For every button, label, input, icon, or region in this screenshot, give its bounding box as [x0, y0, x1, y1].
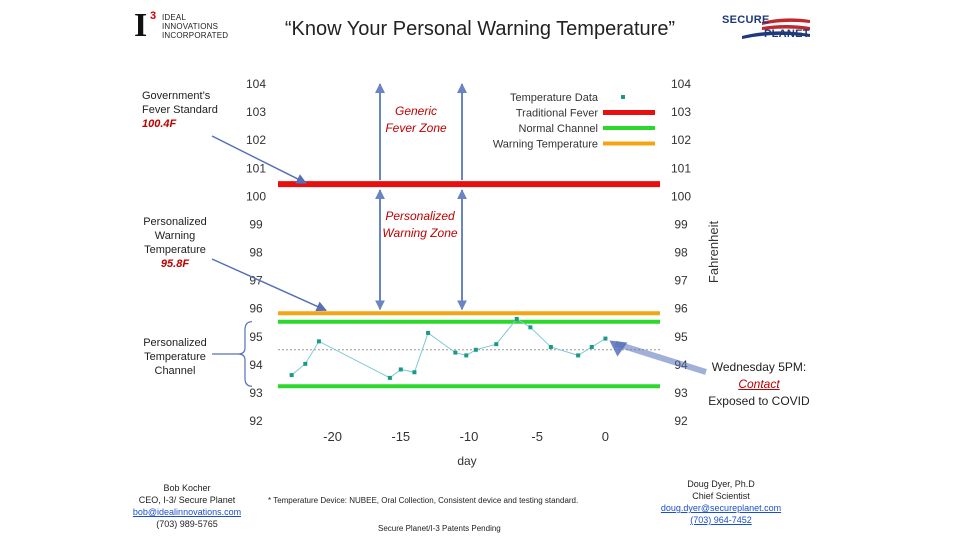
y-tick-label-left: 100 — [246, 189, 266, 203]
temperature-data-point — [589, 344, 594, 349]
y-tick-label-right: 103 — [671, 105, 691, 119]
legend-label: Warning Temperature — [493, 139, 598, 151]
gov-standard-pointer-arrow — [211, 135, 307, 184]
temperature-data-point — [398, 367, 403, 372]
generic-fever-zone-label: Generic Fever Zone — [385, 104, 447, 135]
y-tick-label-right: 104 — [671, 77, 691, 91]
y-tick-label-right: 97 — [674, 274, 688, 288]
event-line-3: Exposed to COVID — [708, 394, 810, 408]
i3-logo-word-2: INNOVATIONS — [162, 22, 219, 31]
footer-right-contact: Doug Dyer, Ph.D Chief Scientist doug.dye… — [650, 478, 792, 526]
footer-left-email-link[interactable]: bob@idealinnovations.com — [132, 507, 242, 517]
temperature-data-point — [289, 373, 294, 378]
temperature-data-point — [494, 342, 499, 347]
legend-label: Traditional Fever — [516, 108, 598, 120]
temperature-data-point — [473, 347, 478, 352]
page-title: “Know Your Personal Warning Temperature” — [284, 18, 676, 40]
y-tick-label-left: 103 — [246, 105, 266, 119]
event-pointer-head — [609, 340, 628, 357]
pwt-label: Personalized Warning Temperature 95.8F — [138, 215, 212, 271]
y-tick-label-left: 98 — [249, 246, 263, 260]
event-line-1: Wednesday 5PM: — [711, 360, 807, 374]
footer-left-name: Bob Kocher — [163, 483, 211, 493]
temperature-data-point — [303, 361, 308, 366]
y-tick-label-left: 104 — [246, 77, 266, 91]
y-tick-label-right: 99 — [674, 217, 688, 231]
footer-left-contact: Bob Kocher CEO, I-3/ Secure Planet bob@i… — [122, 482, 252, 530]
secure-planet-logo: SECURE PLANET — [722, 14, 812, 44]
y-tick-label-right: 101 — [671, 161, 691, 175]
y-tick-label-left: 93 — [249, 386, 263, 400]
patents-note: Secure Planet/I-3 Patents Pending — [378, 524, 501, 533]
temperature-data-point — [464, 353, 469, 358]
i3-logo: I 3 IDEAL INNOVATIONS INCORPORATED — [134, 8, 254, 46]
y-tick-label-right: 92 — [674, 414, 688, 428]
temperature-data-point — [412, 370, 417, 375]
event-annotation: Wednesday 5PM: Contact Exposed to COVID — [700, 359, 818, 410]
device-footnote: * Temperature Device: NUBEE, Oral Collec… — [268, 496, 579, 505]
footer-left-phone: (703) 989-5765 — [156, 519, 218, 529]
footer-right-role: Chief Scientist — [692, 491, 750, 501]
y-tick-label-right: 102 — [671, 133, 691, 147]
y-tick-label-left: 95 — [249, 330, 263, 344]
temperature-data-line — [291, 318, 606, 379]
y-tick-label-left: 96 — [249, 302, 263, 316]
y-tick-label-left: 94 — [249, 358, 263, 372]
y-tick-label-left: 92 — [249, 414, 263, 428]
temperature-data-point — [316, 339, 321, 344]
pwt-title: Personalized Warning Temperature — [143, 216, 207, 256]
legend-label: Temperature Data — [510, 92, 599, 104]
gov-standard-title: Government’s Fever Standard — [142, 90, 218, 116]
secure-planet-logo-word-2: PLANET — [764, 28, 810, 40]
pwt-value: 95.8F — [160, 258, 190, 270]
y-axis-label: Fahrenheit — [706, 221, 721, 284]
event-pointer-shaft — [614, 340, 707, 375]
temperature-data-point — [528, 325, 533, 330]
footer-right-phone-link[interactable]: (703) 964-7452 — [690, 515, 752, 525]
x-tick-label: -20 — [323, 429, 342, 444]
temperature-data-point — [453, 350, 458, 355]
y-tick-label-right: 98 — [674, 246, 688, 260]
i3-logo-mark: I — [134, 7, 148, 44]
x-tick-label: -10 — [460, 429, 479, 444]
i3-logo-word-1: IDEAL — [162, 13, 187, 22]
x-axis-label: day — [457, 454, 476, 468]
temperature-data-point — [576, 353, 581, 358]
pwt-pointer-arrow — [211, 258, 327, 312]
temperature-data-point — [603, 336, 608, 341]
temperature-data-point — [426, 330, 431, 335]
temperature-data-point — [387, 375, 392, 380]
y-tick-label-right: 93 — [674, 386, 688, 400]
secure-planet-logo-swoosh — [742, 18, 810, 39]
footer-left-role: CEO, I-3/ Secure Planet — [138, 495, 236, 505]
y-tick-label-left: 99 — [249, 217, 263, 231]
x-tick-label: -15 — [391, 429, 410, 444]
legend-marker-temperature-data — [621, 95, 625, 99]
y-tick-label-left: 102 — [246, 133, 266, 147]
y-tick-label-left: 101 — [246, 161, 266, 175]
y-tick-label-right: 96 — [674, 302, 688, 316]
footer-right-name: Doug Dyer, Ph.D — [687, 479, 755, 489]
legend-label: Normal Channel — [519, 123, 598, 135]
i3-logo-superscript: 3 — [150, 10, 157, 22]
footer-right-email-link[interactable]: doug.dyer@secureplanet.com — [660, 503, 782, 513]
y-tick-label-right: 95 — [674, 330, 688, 344]
secure-planet-logo-word-1: SECURE — [722, 14, 770, 26]
i3-logo-word-3: INCORPORATED — [162, 31, 229, 40]
x-tick-label: 0 — [602, 429, 609, 444]
gov-standard-value: 100.4F — [142, 118, 177, 130]
y-tick-label-right: 100 — [671, 189, 691, 203]
temperature-data-point — [514, 316, 519, 321]
event-line-2: Contact — [738, 377, 780, 391]
gov-standard-label: Government’s Fever Standard 100.4F — [142, 89, 222, 131]
temperature-data-point — [548, 344, 553, 349]
personalized-warning-zone-label: Personalized Warning Zone — [382, 209, 458, 240]
x-tick-label: -5 — [531, 429, 543, 444]
channel-label: Personalized Temperature Channel — [143, 337, 207, 377]
